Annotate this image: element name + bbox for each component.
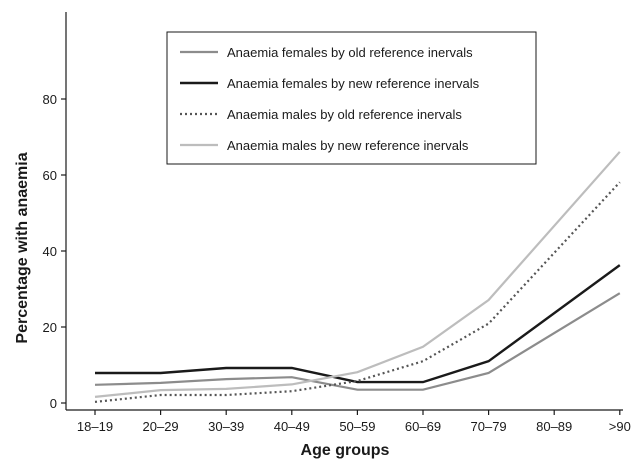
x-tick-label: 40–49: [274, 419, 310, 434]
legend-box: [166, 31, 537, 165]
x-tick-label: 50–59: [339, 419, 375, 434]
x-tick-label: >90: [609, 419, 631, 434]
y-tick-label: 0: [50, 396, 57, 411]
series-line-2: [95, 264, 621, 384]
y-tick-label: 20: [43, 320, 57, 335]
legend-label-2: Anaemia females by new reference inerval…: [227, 76, 480, 91]
legend-label-4: Anaemia males by new reference inervals: [227, 138, 469, 153]
legend: Anaemia females by old reference inerval…: [166, 31, 537, 165]
axes: 0 20 40 60 80 18–19 20–29 30–39 40–49 50–59 60–69 7…: [43, 12, 631, 434]
legend-label-1: Anaemia females by old reference inerval…: [227, 45, 473, 60]
x-tick-label: 80–89: [536, 419, 572, 434]
y-tick-label: 40: [43, 244, 57, 259]
legend-label-3: Anaemia males by old reference inervals: [227, 107, 462, 122]
x-tick-label: 18–19: [77, 419, 113, 434]
y-axis-title: Percentage with anaemia: [14, 152, 31, 343]
series-lines: [94, 151, 621, 403]
y-tick-label: 60: [43, 168, 57, 183]
x-tick-label: 70–79: [471, 419, 507, 434]
series-line-3: [94, 181, 621, 403]
y-tick-label: 80: [43, 92, 57, 107]
x-axis-title: Age groups: [301, 442, 390, 459]
x-tick-label: 20–29: [143, 419, 179, 434]
series-line-1: [94, 292, 621, 391]
x-tick-label: 60–69: [405, 419, 441, 434]
x-tick-label: 30–39: [208, 419, 244, 434]
series-line-4: [94, 151, 621, 398]
